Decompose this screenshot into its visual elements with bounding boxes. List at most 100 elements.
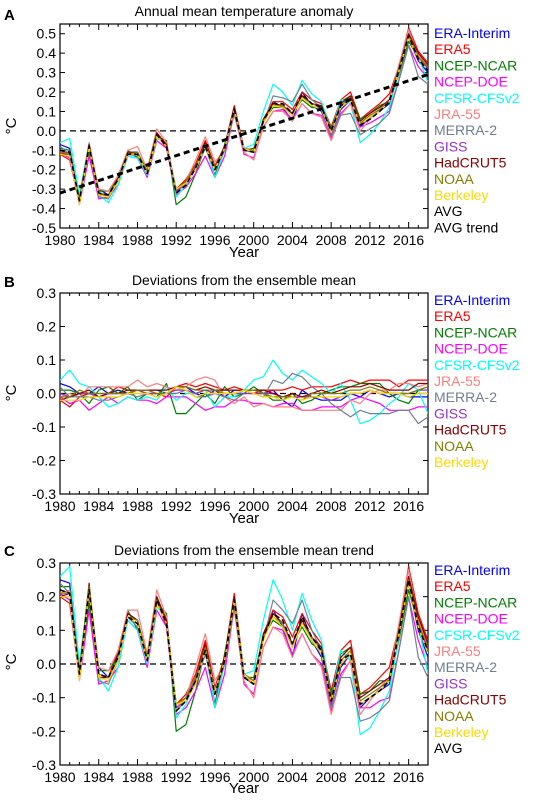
series-line-jra-55 [60, 376, 428, 411]
y-tick-label: -0.5 [32, 220, 56, 236]
y-tick-label: -0.1 [32, 690, 56, 706]
legend-item: NCEP-DOE [434, 341, 508, 357]
x-tick-label: 2004 [277, 498, 308, 514]
legend-item: HadCRUT5 [434, 155, 507, 171]
series-line-merra-2 [60, 372, 428, 425]
panel-a: A Annual mean temperature anomaly -0.5 -0.4… [3, 3, 520, 261]
x-tick-label: 2012 [354, 232, 385, 248]
legend-item: NCEP-NCAR [434, 324, 517, 340]
x-tick-label: 1984 [83, 232, 114, 248]
x-tick-label: 2016 [393, 769, 424, 785]
y-tick-label: -0.4 [32, 201, 56, 217]
y-axis: -0.3 -0.2 -0.1 0.0 0.1 0.2 0.3 [32, 555, 428, 773]
legend-item: Berkeley [434, 454, 488, 470]
y-axis: -0.5 -0.4 -0.3 -0.2 -0.1 0.0 0.1 0.2 0.3 0.4 0.5 [32, 26, 428, 236]
panel-b: B Deviations from the ensemble mean-0.3-0… [3, 272, 520, 527]
y-tick-label: 0.1 [37, 622, 57, 638]
panel-title: Deviations from the ensemble mean [132, 272, 356, 288]
x-tick-label: 1988 [122, 498, 153, 514]
legend: ERA-InterimERA5NCEP-NCARNCEP-DOECFSR-CFS… [434, 562, 520, 756]
panel-title: Annual mean temperature anomaly [135, 3, 354, 19]
panel-title: Deviations from the ensemble mean trend [114, 542, 374, 558]
series-line-ncep-doe [60, 396, 428, 411]
x-tick-label: 1992 [161, 232, 192, 248]
x-axis: 1980 1984 1988 1992 1996 2000 2004 2008 2012 2016 [44, 293, 429, 514]
series-line-avg [60, 34, 428, 202]
series-line-cfsr-cfsv2 [60, 565, 428, 736]
x-tick-label: 2000 [238, 769, 269, 785]
y-axis-label: °C [3, 117, 20, 134]
legend: ERA-InterimERA5NCEP-NCARNCEP-DOECFSR-CFS… [434, 25, 520, 235]
series-line-jra-55 [60, 569, 428, 716]
trend-line [60, 73, 428, 195]
y-tick-label: -0.1 [32, 419, 56, 435]
legend-item: GISS [434, 675, 467, 691]
legend-item: MERRA-2 [434, 389, 497, 405]
legend-item: GISS [434, 405, 467, 421]
legend-item: ERA5 [434, 41, 471, 57]
legend-item: AVG [434, 203, 463, 219]
series-line-noaa [60, 35, 428, 200]
x-axis: 1980 1984 1988 1992 1996 2000 2004 2008 2012 2016 [44, 563, 429, 785]
y-tick-label: 0.0 [37, 123, 57, 139]
x-tick-label: 1988 [122, 232, 153, 248]
panel-letter: C [4, 543, 15, 560]
x-tick-label: 1980 [44, 232, 75, 248]
x-tick-label: 1980 [44, 769, 75, 785]
series-line-giss [60, 35, 428, 202]
legend-item: CFSR-CFSv2 [434, 90, 520, 106]
plot-frame [59, 23, 429, 229]
x-tick-label: 2012 [354, 498, 385, 514]
series-line-merra-2 [60, 582, 428, 722]
y-tick-label: 0.2 [37, 589, 57, 605]
x-tick-label: 2016 [393, 498, 424, 514]
legend-item: HadCRUT5 [434, 692, 507, 708]
x-tick-label: 1980 [44, 498, 75, 514]
y-tick-label: 0.2 [37, 319, 57, 335]
x-tick-label: 2000 [238, 232, 269, 248]
legend-item: JRA-55 [434, 106, 481, 122]
series-line-berkeley [60, 582, 428, 706]
legend-item: JRA-55 [434, 643, 481, 659]
legend-item: JRA-55 [434, 373, 481, 389]
legend: ERA-InterimERA5NCEP-NCARNCEP-DOECFSR-CFS… [434, 292, 520, 470]
series-line-jra-55 [60, 29, 428, 204]
series-group [60, 359, 428, 425]
legend-item: NOAA [434, 708, 474, 724]
series-group [60, 565, 428, 736]
x-axis: 1980 1984 1988 1992 1996 2000 2004 2008 2012 2016 [44, 24, 429, 248]
x-tick-label: 1996 [199, 232, 230, 248]
x-tick-label: 2016 [393, 232, 424, 248]
legend-item: Berkeley [434, 187, 488, 203]
legend-item: AVG [434, 740, 463, 756]
legend-item: ERA-Interim [434, 562, 510, 578]
panel-letter: B [4, 274, 15, 291]
legend-item: AVG trend [434, 219, 498, 235]
legend-item: CFSR-CFSv2 [434, 627, 520, 643]
x-tick-label: 1984 [83, 498, 114, 514]
legend-item: GISS [434, 138, 467, 154]
x-axis-label: Year [229, 780, 259, 797]
x-tick-label: 2008 [316, 498, 347, 514]
legend-item: NCEP-DOE [434, 74, 508, 90]
legend-item: NCEP-DOE [434, 611, 508, 627]
x-tick-label: 2000 [238, 498, 269, 514]
panel-c: C Deviations from the ensemble mean trend… [3, 542, 520, 797]
y-tick-label: 0.2 [37, 84, 57, 100]
series-line-noaa [60, 579, 428, 706]
legend-item: ERA-Interim [434, 292, 510, 308]
y-axis-label: °C [3, 653, 20, 670]
panel-letter: A [4, 7, 15, 24]
series-group [60, 27, 428, 206]
y-tick-label: 0.3 [37, 65, 57, 81]
y-tick-label: 0.0 [37, 656, 57, 672]
y-tick-label: -0.2 [32, 723, 56, 739]
y-axis: -0.3 -0.2 -0.1 0.0 0.1 0.2 0.3 [32, 285, 428, 502]
y-tick-label: -0.2 [32, 453, 56, 469]
legend-item: NOAA [434, 171, 474, 187]
legend-item: ERA5 [434, 578, 471, 594]
x-tick-label: 1996 [199, 498, 230, 514]
x-tick-label: 1988 [122, 769, 153, 785]
x-axis-label: Year [229, 244, 259, 261]
legend-item: ERA-Interim [434, 25, 510, 41]
